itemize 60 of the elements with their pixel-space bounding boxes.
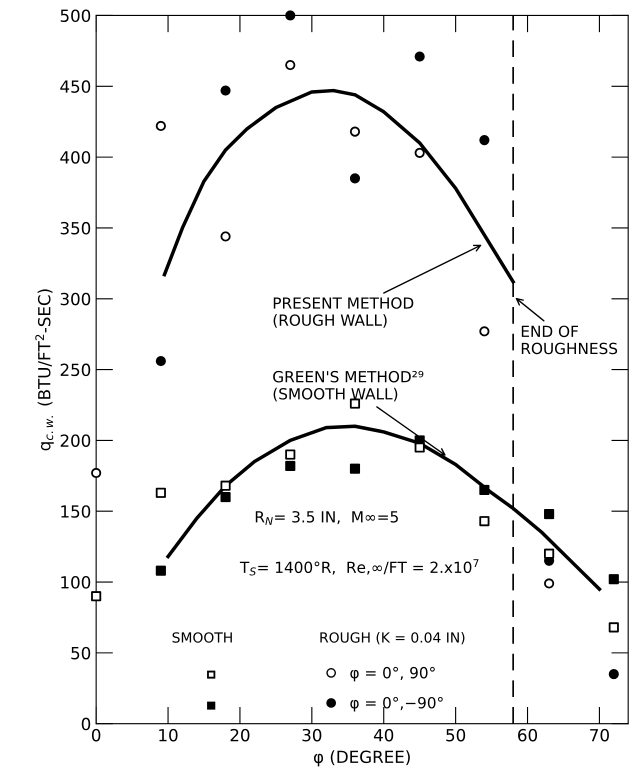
x-tick-label: 0 bbox=[92, 728, 100, 742]
point bbox=[91, 591, 102, 602]
y-tick-label: 450 bbox=[60, 80, 90, 93]
x-tick-label: 40 bbox=[374, 728, 394, 742]
point bbox=[608, 574, 619, 584]
y-tick-label: 200 bbox=[60, 434, 90, 447]
annotation: SMOOTH bbox=[172, 632, 232, 643]
point bbox=[544, 508, 554, 520]
point bbox=[414, 51, 425, 62]
point bbox=[220, 85, 231, 96]
point bbox=[608, 622, 619, 632]
point bbox=[285, 460, 296, 471]
point bbox=[544, 548, 554, 559]
point bbox=[156, 356, 166, 366]
x-axis-title: φ (DEGREE) bbox=[314, 750, 410, 766]
annotation: PRESENT METHOD (ROUGH WALL) bbox=[274, 297, 414, 328]
x-tick-label: 60 bbox=[518, 728, 538, 742]
point bbox=[350, 126, 360, 137]
y-tick-label: 100 bbox=[61, 576, 90, 589]
point bbox=[156, 488, 166, 498]
point bbox=[414, 148, 425, 158]
point bbox=[156, 120, 166, 132]
y-tick-label: 400 bbox=[60, 151, 90, 164]
y-tick-label: 300 bbox=[60, 292, 90, 306]
point bbox=[479, 516, 490, 526]
y-tick-label: 250 bbox=[60, 364, 90, 376]
point bbox=[91, 468, 102, 478]
y-axis-title: q$_{c.w.}$ (BTU/FT$^{2}$-SEC) bbox=[35, 289, 54, 450]
point bbox=[220, 480, 231, 491]
point bbox=[285, 10, 296, 21]
y-tick-label: 150 bbox=[61, 505, 90, 518]
point bbox=[479, 135, 490, 146]
x-tick-label: 50 bbox=[446, 728, 466, 742]
ref-line-label: END OF ROUGHNESS bbox=[522, 326, 618, 354]
annotation: R$_{N}$= 3.5 IN, M∞=5 bbox=[256, 511, 398, 525]
point bbox=[479, 326, 490, 336]
legend-label: φ = 0°,−90° bbox=[350, 696, 443, 712]
annotation: GREEN'S METHOD²⁹ (SMOOTH WALL) bbox=[273, 370, 424, 402]
point bbox=[156, 566, 166, 576]
point bbox=[350, 173, 360, 184]
point bbox=[285, 450, 296, 460]
x-tick-label: 70 bbox=[590, 728, 609, 742]
annotation: T$_{S}$= 1400°R, Re,∞/FT = 2.x10$^{7}$ bbox=[240, 559, 478, 576]
y-tick-label: 500 bbox=[60, 9, 90, 22]
y-tick-label: 0 bbox=[82, 718, 90, 730]
point bbox=[220, 492, 231, 502]
point bbox=[220, 231, 231, 242]
annotation: ROUGH (K = 0.04 IN) bbox=[320, 632, 464, 644]
x-tick-label: 20 bbox=[230, 728, 250, 742]
point bbox=[608, 669, 619, 680]
point bbox=[479, 484, 490, 496]
point bbox=[544, 578, 554, 589]
point bbox=[350, 464, 360, 474]
x-tick-label: 10 bbox=[159, 728, 178, 742]
y-tick-label: 350 bbox=[60, 222, 90, 235]
point bbox=[285, 60, 296, 70]
x-tick-label: 30 bbox=[302, 728, 322, 742]
legend-label: φ = 0°, 90° bbox=[350, 666, 435, 682]
y-tick-label: 50 bbox=[71, 646, 90, 660]
point bbox=[414, 442, 425, 453]
